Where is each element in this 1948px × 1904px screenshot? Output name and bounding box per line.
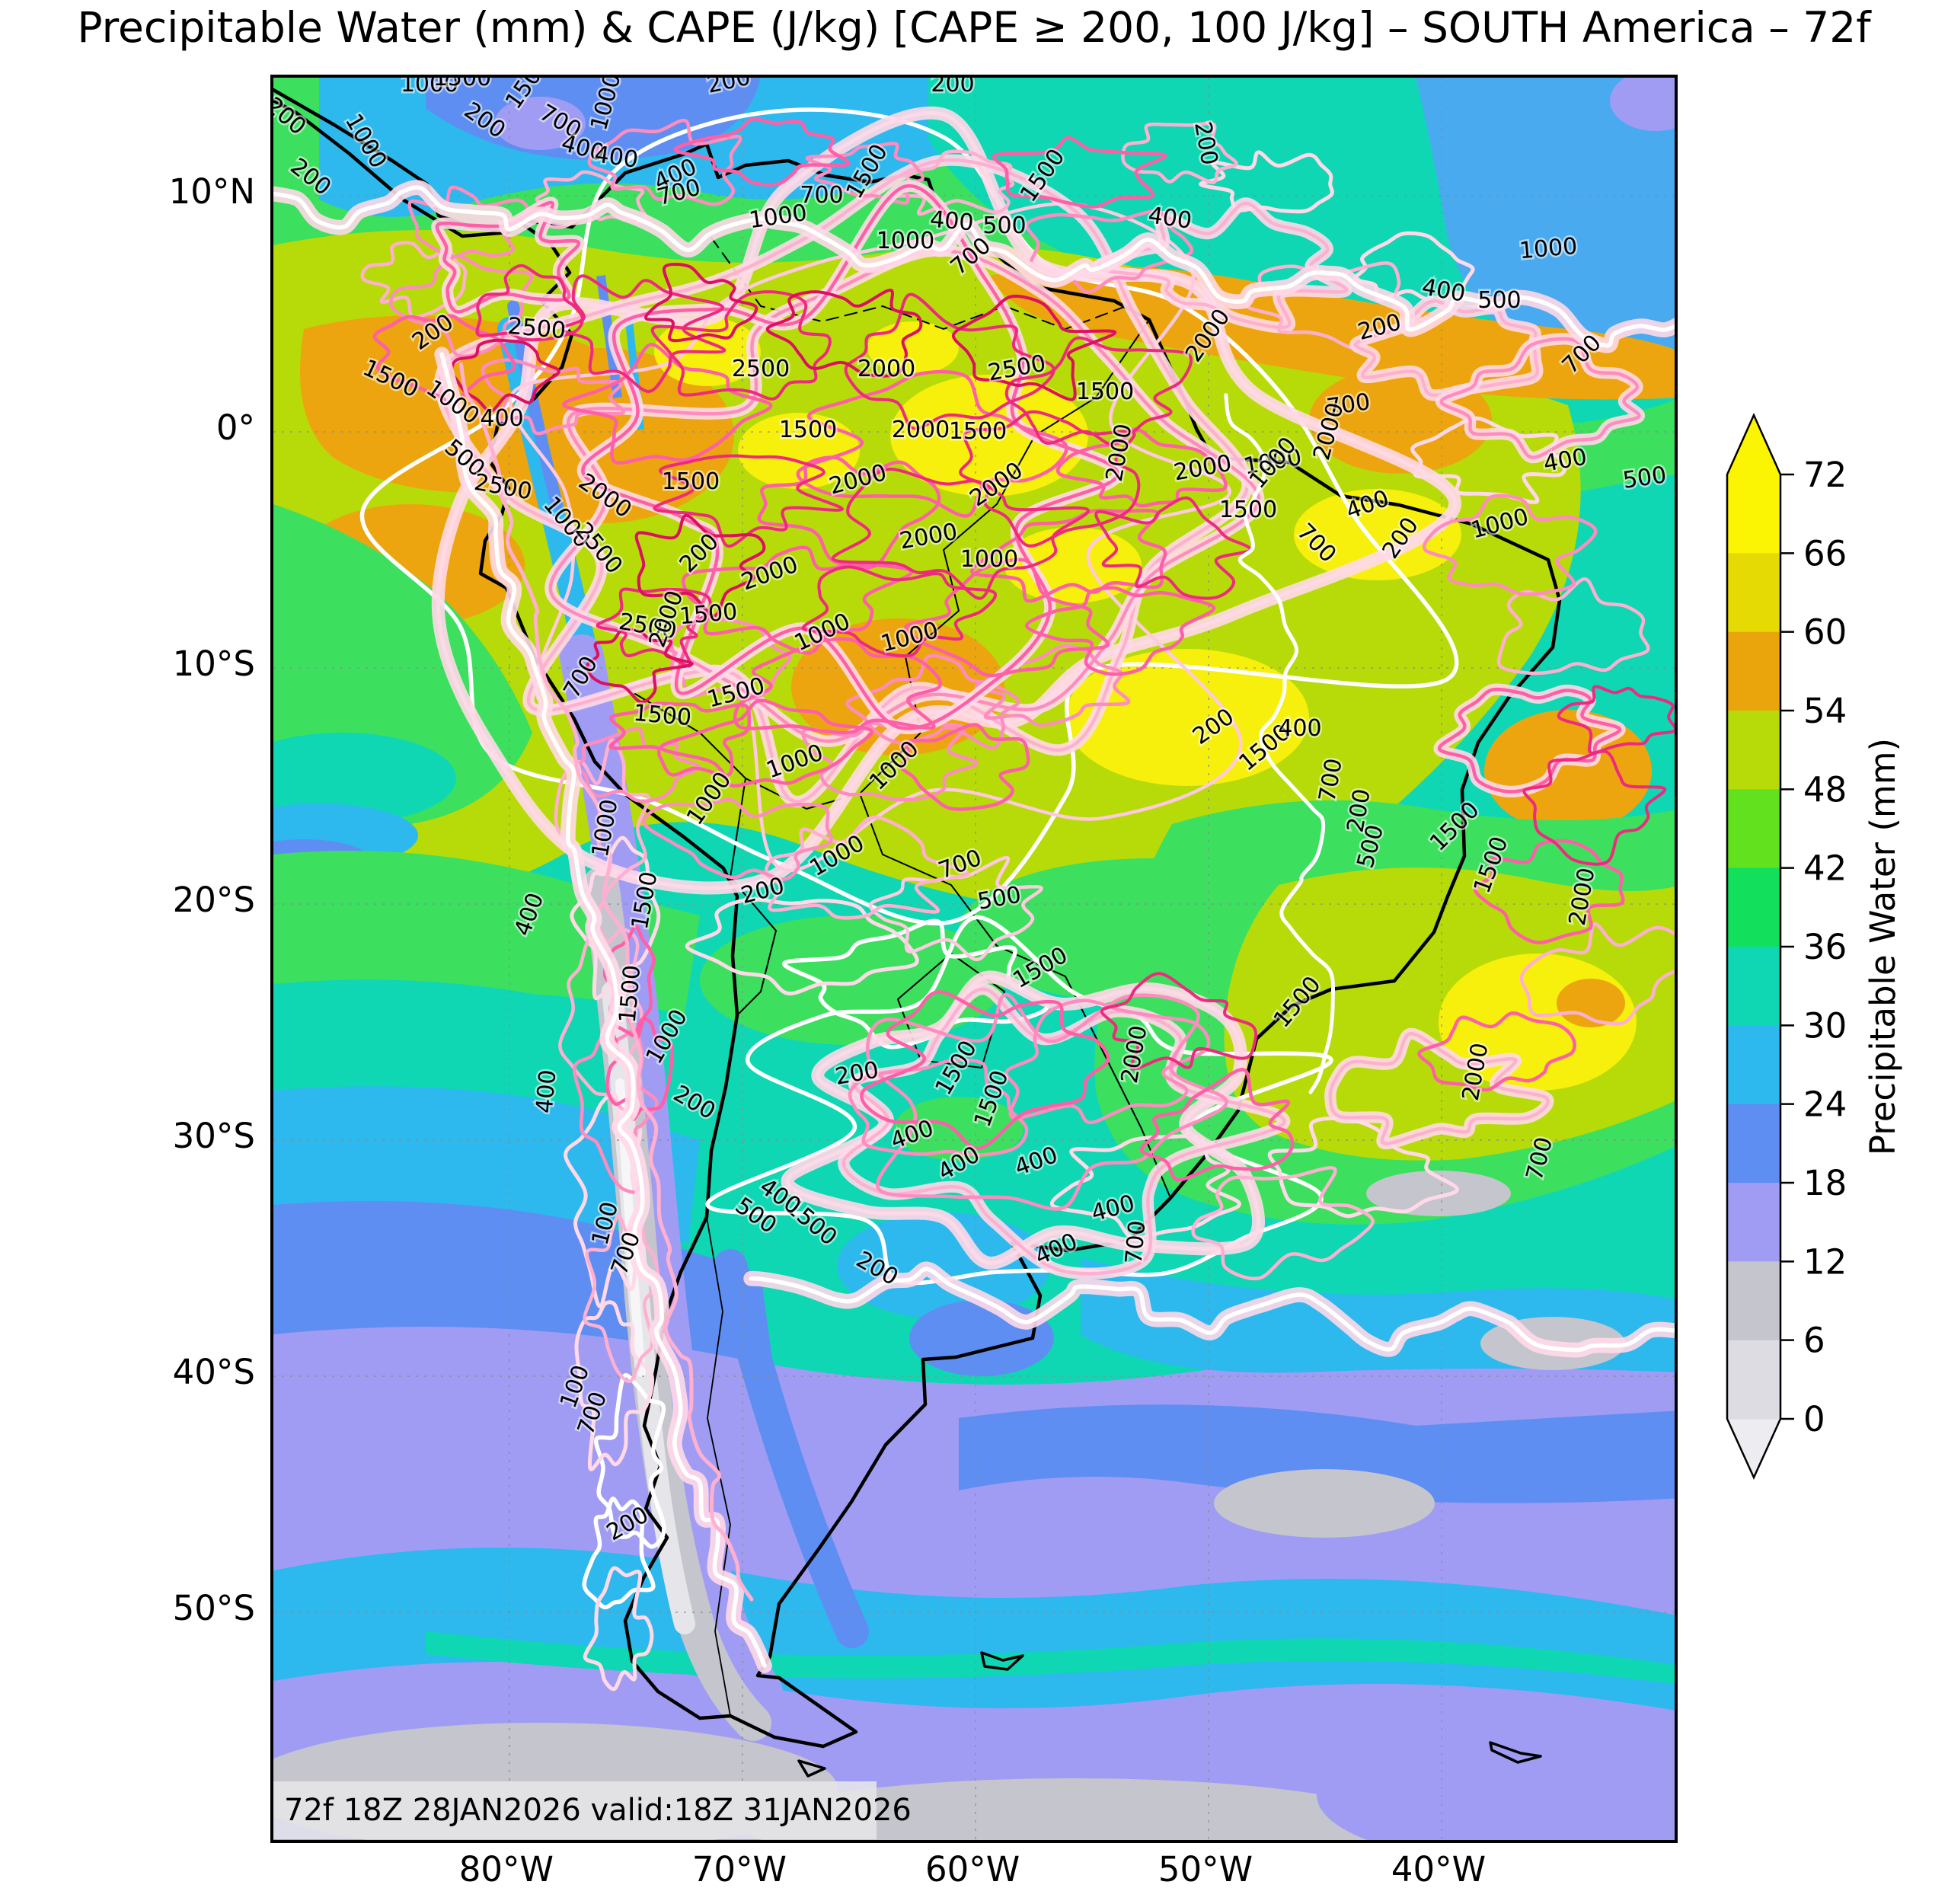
cape-contour-label: 400	[480, 405, 523, 432]
forecast-stamp: 72f 18Z 28JAN2026 valid:18Z 31JAN2026	[273, 1781, 912, 1839]
cape-contour-label: 1000	[877, 228, 934, 254]
x-tick-label: 60°W	[925, 1849, 1020, 1890]
x-tick-label: 40°W	[1391, 1849, 1487, 1890]
y-tick-label: 50°S	[172, 1588, 255, 1629]
cape-contour-label: 500	[1477, 287, 1521, 314]
cape-contour-label: 700	[1121, 1219, 1151, 1265]
colorbar-tick-label: 24	[1803, 1085, 1847, 1125]
y-tick-label: 20°S	[172, 880, 255, 921]
cape-contour-label: 1500	[433, 78, 491, 91]
colorbar-tick-label: 48	[1803, 769, 1847, 810]
cape-contour-label: 2500	[732, 356, 790, 382]
colorbar-tick-label: 18	[1803, 1163, 1847, 1203]
cape-contour-label: 400	[929, 206, 975, 237]
x-tick-label: 80°W	[458, 1849, 554, 1890]
cape-contour-label: 2500	[617, 609, 679, 645]
colorbar-label: Precipitable Water (mm)	[1863, 738, 1903, 1155]
cape-contour-label: 1500	[615, 964, 647, 1024]
x-tick-label: 70°W	[691, 1849, 787, 1890]
y-tick-label: 30°S	[172, 1116, 255, 1157]
colorbar-tick-label: 66	[1803, 533, 1847, 573]
colorbar-tick-label: 30	[1803, 1005, 1847, 1046]
cape-contour-label: 1500	[679, 599, 739, 631]
colorbar-tick-label: 72	[1803, 455, 1847, 495]
colorbar-tick-label: 6	[1803, 1321, 1825, 1361]
cape-contour-label: 1500	[1219, 497, 1277, 523]
y-tick-label: 40°S	[172, 1352, 255, 1393]
colorbar-tick-label: 12	[1803, 1241, 1847, 1282]
y-tick-label: 10°S	[172, 644, 255, 685]
colorbar-tick-label: 60	[1803, 612, 1847, 653]
cape-contour-label: 1500	[779, 417, 837, 443]
cape-contour-label: 1500	[662, 468, 720, 495]
cape-contour-label: 400	[593, 141, 640, 174]
colorbar-tick-label: 36	[1803, 927, 1847, 967]
cape-contour-label: 1500	[1076, 379, 1134, 405]
map-canvas: 1000 1500 1500 1000 200 200 200 1000 200 200 200 70…	[270, 75, 1678, 1843]
cape-contour-label: 400	[558, 130, 607, 168]
cape-contour-label: 1500	[949, 418, 1007, 445]
cape-contour-label: 2000	[857, 356, 915, 382]
cape-contour-label: 1000	[1518, 233, 1579, 265]
cape-contour-label: 2000	[1172, 450, 1234, 487]
cape-contour-label: 700	[800, 182, 843, 209]
colorbar-tick-label: 42	[1803, 848, 1847, 889]
cape-contour-label: 2000	[892, 417, 950, 443]
y-tick-label: 0°	[216, 407, 255, 449]
y-tick-label: 10°N	[168, 171, 255, 212]
cape-contour-label: 1500	[632, 700, 692, 732]
cape-contour-label: 400	[1278, 715, 1321, 742]
cape-contour-label: 1000	[960, 546, 1018, 573]
cape-contour-label: 2500	[506, 313, 567, 345]
cape-contour-label: 400	[532, 1069, 562, 1114]
cape-contour-label: 500	[982, 212, 1026, 239]
cape-contour-label: 2000	[1101, 422, 1138, 484]
colorbar-tick-label: 0	[1803, 1399, 1825, 1439]
cape-contours	[273, 106, 1675, 1692]
colorbar-tick-label: 54	[1803, 691, 1847, 731]
cape-contour-label: 1000	[401, 78, 458, 97]
cape-contour-label: 200	[931, 78, 974, 97]
chart-title: Precipitable Water (mm) & CAPE (J/kg) [C…	[77, 3, 1871, 52]
x-tick-label: 50°W	[1158, 1849, 1253, 1890]
